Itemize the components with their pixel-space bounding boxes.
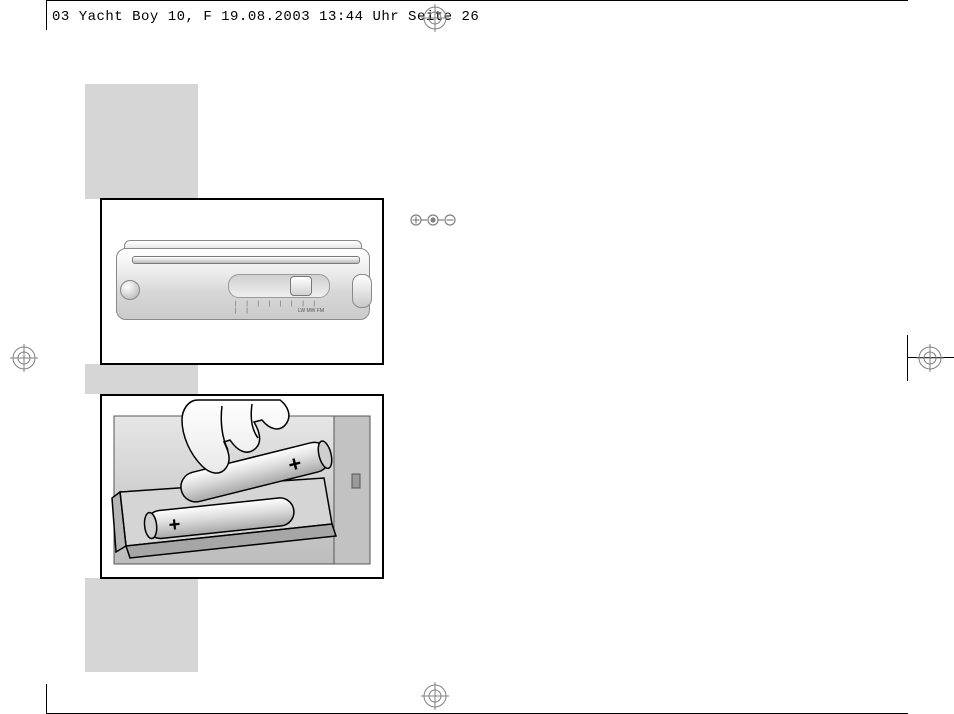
layout-gray-block [85,84,198,199]
radio-band-slider-knob [290,276,312,296]
registration-mark-icon [421,682,449,710]
radio-volume-wheel [352,274,372,308]
registration-mark-icon [10,344,38,372]
crop-line-top [46,0,908,1]
radio-tuning-knob [120,280,140,300]
page-header-text: 03 Yacht Boy 10, F 19.08.2003 13:44 Uhr … [52,9,479,25]
registration-mark-icon [916,344,944,372]
dc-polarity-icon [408,212,458,228]
radio-antenna [132,256,360,264]
crop-line-top-corner [46,0,47,30]
radio-band-label: LW MW FM [298,308,324,314]
layout-gray-block [85,578,198,672]
radio-tick-marks: | | | | | | | | | | [234,300,322,308]
radio-band-slider-track [228,274,330,298]
figure-battery-insertion: + + [100,394,384,579]
layout-gray-block [85,364,198,394]
battery-insertion-illustration: + + [102,396,382,577]
crop-line-bottom-corner [46,684,47,714]
registration-mark-icon [421,4,449,32]
battery-plus-icon: + [168,513,182,536]
figure-radio-top-view: | | | | | | | | | | LW MW FM [100,198,384,365]
crop-line-right-v [907,335,908,381]
